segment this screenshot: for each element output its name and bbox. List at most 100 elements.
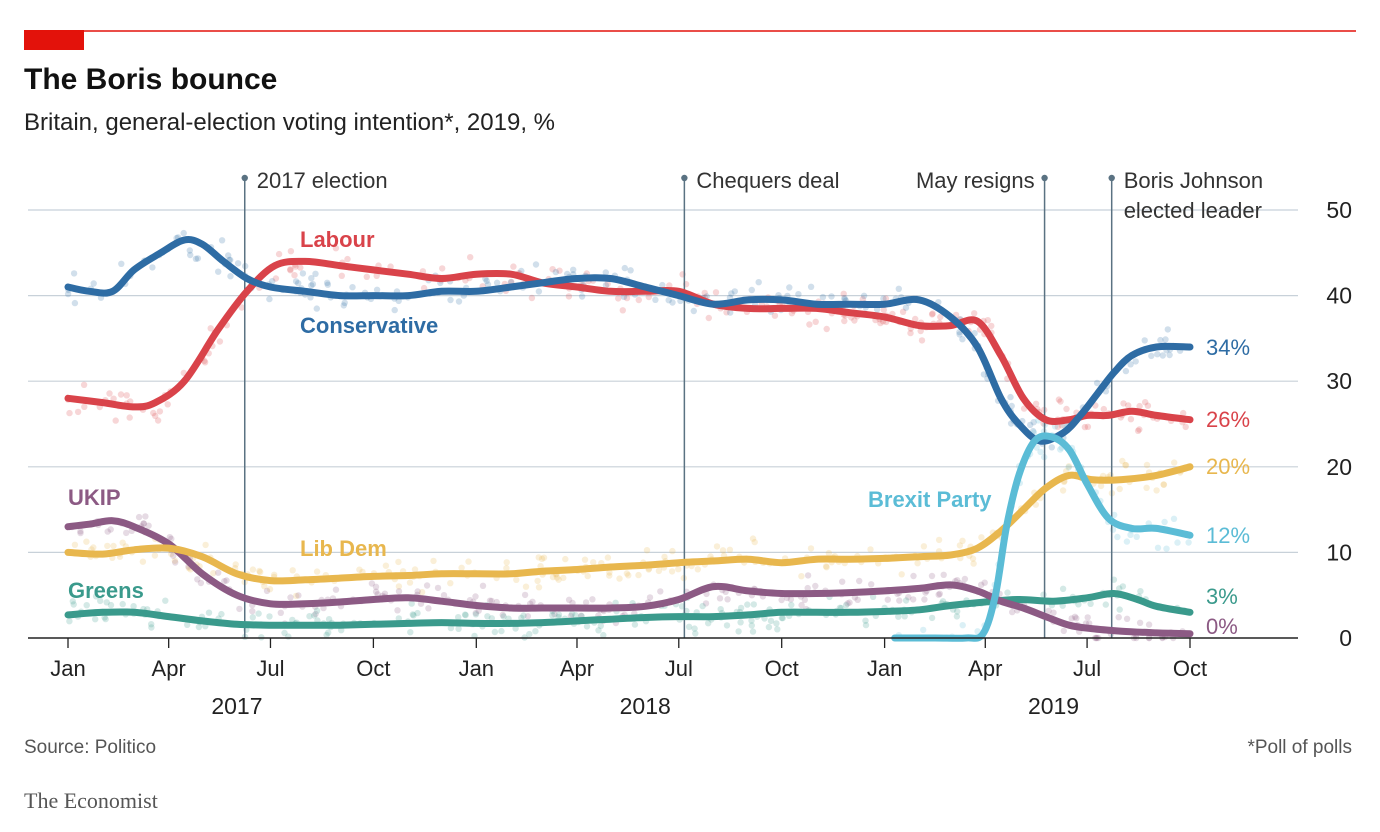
- poll-dot: [751, 538, 758, 546]
- poll-dot: [1162, 336, 1169, 343]
- poll-dot: [1159, 352, 1167, 359]
- poll-dot: [1059, 585, 1067, 592]
- y-tick-label: 20: [1326, 454, 1352, 480]
- poll-dot: [77, 528, 84, 535]
- poll-dot: [69, 598, 77, 605]
- poll-dot: [801, 596, 808, 603]
- poll-dot: [692, 630, 699, 637]
- poll-dot: [954, 608, 961, 615]
- poll-dot: [956, 331, 963, 338]
- poll-dot: [529, 598, 536, 605]
- poll-dot: [1059, 487, 1067, 494]
- poll-dot: [862, 621, 870, 629]
- poll-dot: [110, 395, 117, 402]
- poll-dot: [606, 572, 613, 579]
- poll-dot: [562, 555, 569, 563]
- poll-dot: [123, 392, 130, 399]
- poll-dot: [341, 299, 348, 306]
- poll-dot: [581, 556, 589, 563]
- poll-dot: [1116, 606, 1123, 613]
- poll-dot: [981, 579, 988, 586]
- poll-dot: [140, 520, 147, 527]
- poll-dot: [882, 295, 890, 302]
- poll-dot: [218, 237, 226, 244]
- poll-dot: [685, 623, 693, 630]
- poll-dot: [323, 631, 330, 639]
- poll-dot: [779, 614, 786, 622]
- poll-dot: [724, 596, 731, 603]
- poll-dot: [712, 289, 720, 296]
- poll-dot: [565, 293, 573, 300]
- poll-dot: [841, 294, 848, 302]
- poll-dot: [717, 606, 724, 613]
- poll-dot: [503, 559, 510, 566]
- poll-dot: [202, 541, 209, 549]
- poll-dot: [107, 601, 115, 609]
- poll-dot: [349, 284, 356, 291]
- poll-dot: [92, 593, 100, 600]
- poll-dot: [1123, 538, 1131, 545]
- poll-dot: [166, 534, 173, 541]
- poll-dot: [271, 571, 278, 578]
- poll-dot: [773, 620, 780, 627]
- end-value-brexit: 12%: [1206, 523, 1250, 548]
- event-markers: 2017 election Chequers deal May resigns Bor…: [241, 168, 1263, 638]
- poll-dot: [311, 612, 318, 619]
- poll-dot: [154, 417, 162, 424]
- poll-dot: [902, 597, 910, 604]
- poll-dot: [223, 577, 230, 584]
- poll-dot: [272, 275, 280, 282]
- poll-dot: [1122, 461, 1129, 469]
- poll-dot: [1111, 511, 1118, 519]
- poll-dot: [744, 601, 751, 608]
- poll-dot: [462, 611, 469, 619]
- poll-dot: [1185, 539, 1192, 546]
- poll-dot: [249, 608, 256, 615]
- poll-dot: [786, 284, 793, 291]
- poll-dot: [1007, 393, 1014, 401]
- poll-dot: [266, 613, 273, 620]
- poll-dot: [1153, 487, 1160, 494]
- poll-dot: [292, 278, 300, 285]
- poll-dot: [439, 265, 446, 272]
- poll-dot: [643, 547, 651, 554]
- poll-dot: [552, 268, 559, 276]
- poll-dot: [619, 307, 626, 314]
- poll-dot: [1100, 405, 1108, 413]
- poll-dot: [520, 612, 527, 619]
- poll-dot: [70, 270, 78, 277]
- poll-dot: [555, 576, 562, 583]
- poll-dot: [555, 611, 563, 618]
- poll-dot: [261, 583, 268, 590]
- poll-dot: [940, 571, 947, 578]
- poll-dot: [255, 610, 262, 617]
- poll-dot: [910, 572, 917, 580]
- poll-dot: [735, 628, 742, 635]
- poll-dot: [1109, 526, 1117, 533]
- poll-dot: [126, 414, 133, 421]
- poll-dot: [902, 304, 910, 311]
- poll-dot: [1119, 583, 1127, 590]
- poll-dot: [895, 613, 902, 620]
- poll-dot: [287, 248, 295, 255]
- poll-dot: [148, 624, 155, 631]
- poll-dot: [1171, 459, 1178, 466]
- poll-dot: [418, 589, 426, 596]
- poll-dot: [486, 597, 494, 604]
- poll-dot: [1134, 427, 1142, 434]
- poll-dot: [83, 538, 90, 545]
- poll-dot: [102, 615, 109, 623]
- poll-dot: [1102, 601, 1110, 608]
- poll-dot: [66, 618, 73, 625]
- poll-dot: [64, 290, 72, 298]
- poll-dot: [472, 611, 480, 618]
- poll-dot: [524, 613, 531, 620]
- poll-dot: [627, 267, 634, 274]
- poll-dot: [551, 610, 558, 618]
- poll-dot: [713, 543, 721, 550]
- x-tick-label: Jan: [459, 656, 494, 681]
- poll-dot: [807, 545, 815, 552]
- poll-dot: [215, 268, 222, 275]
- poll-dot: [678, 603, 686, 610]
- poll-dot: [844, 600, 851, 607]
